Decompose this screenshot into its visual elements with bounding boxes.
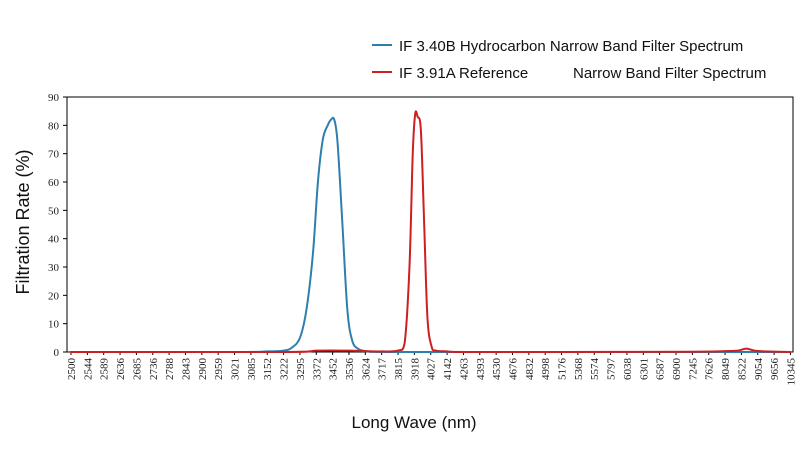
- x-tick-label: 7245: [687, 358, 699, 381]
- x-tick-label: 2544: [82, 358, 94, 381]
- x-tick-label: 2636: [115, 358, 127, 381]
- x-tick-label: 3372: [311, 358, 323, 380]
- x-tick-label: 6038: [622, 358, 634, 381]
- x-tick-label: 3918: [409, 358, 421, 381]
- x-tick-label: 4263: [458, 358, 470, 381]
- legend-label-reference-suffix: Narrow Band Filter Spectrum: [573, 65, 766, 82]
- plot-border: [66, 96, 794, 353]
- x-tick-label: 2843: [180, 358, 192, 381]
- x-tick-label: 4142: [442, 358, 454, 380]
- x-tick-label: 4027: [426, 358, 438, 381]
- x-tick-label: 2788: [164, 358, 176, 381]
- series-line-reference: [70, 110, 792, 354]
- x-tick-label: 8049: [720, 358, 732, 381]
- x-tick-label: 4832: [524, 358, 536, 380]
- legend-label-hydrocarbon: IF 3.40B Hydrocarbon Narrow Band Filter …: [399, 38, 743, 55]
- y-tick-label: 10: [48, 319, 60, 331]
- series-layer: [70, 110, 792, 354]
- x-tick-label: 2685: [131, 358, 143, 381]
- x-tick-label: 3295: [295, 358, 307, 381]
- y-axis-title: Filtration Rate (%): [13, 149, 33, 294]
- plot-area: [66, 96, 794, 353]
- x-tick-label: 5176: [557, 358, 569, 381]
- x-tick-label: 7626: [704, 358, 716, 381]
- x-tick-label: 3624: [360, 358, 372, 381]
- x-tick-label: 3815: [393, 358, 405, 381]
- y-tick-label: 0: [54, 347, 60, 359]
- x-axis: 2500 2544 2589 2636 2685 2736 2788 2843 2900 2959…: [66, 352, 797, 386]
- y-tick-label: 20: [48, 290, 60, 302]
- legend: IF 3.40B Hydrocarbon Narrow Band Filter …: [372, 38, 766, 82]
- x-tick-label: 3536: [344, 358, 356, 381]
- y-tick-label: 70: [48, 149, 60, 161]
- x-tick-label: 2900: [197, 358, 209, 381]
- x-tick-label: 4530: [491, 358, 503, 381]
- y-tick-label: 50: [48, 205, 60, 217]
- x-tick-label: 3717: [377, 358, 389, 381]
- y-tick-label: 30: [48, 262, 60, 274]
- x-tick-label: 2500: [66, 358, 78, 381]
- y-tick-label: 90: [48, 92, 60, 104]
- y-tick-label: 60: [48, 177, 60, 189]
- x-tick-label: 9054: [753, 358, 765, 381]
- series-line-hydrocarbon: [70, 116, 792, 354]
- x-tick-label: 5368: [573, 358, 585, 381]
- y-tick-label: 80: [48, 120, 60, 132]
- x-tick-label: 6900: [671, 358, 683, 381]
- x-tick-label: 9656: [769, 358, 781, 381]
- x-axis-title: Long Wave (nm): [351, 413, 476, 432]
- y-tick-label: 40: [48, 234, 60, 246]
- x-tick-label: 5797: [606, 358, 618, 381]
- x-tick-label: 8522: [736, 358, 748, 380]
- x-tick-label: 10345: [785, 358, 797, 386]
- x-tick-label: 2589: [99, 358, 111, 381]
- y-axis: 0 10 20 30 40 50 60 70 80 90: [48, 92, 67, 359]
- legend-label-reference: IF 3.91A Reference: [399, 65, 528, 82]
- x-tick-label: 3452: [328, 358, 340, 380]
- x-tick-label: 5574: [589, 358, 601, 381]
- x-tick-label: 3021: [230, 358, 242, 380]
- x-tick-label: 6587: [655, 358, 667, 381]
- x-tick-label: 4393: [475, 358, 487, 381]
- x-tick-label: 4998: [540, 358, 552, 381]
- x-tick-label: 2959: [213, 358, 225, 381]
- x-tick-label: 3152: [262, 358, 274, 380]
- x-tick-label: 2736: [148, 358, 160, 381]
- x-tick-label: 3085: [246, 358, 258, 381]
- x-tick-label: 4676: [507, 358, 519, 381]
- x-tick-label: 3222: [279, 358, 291, 380]
- x-tick-label: 6301: [638, 358, 650, 380]
